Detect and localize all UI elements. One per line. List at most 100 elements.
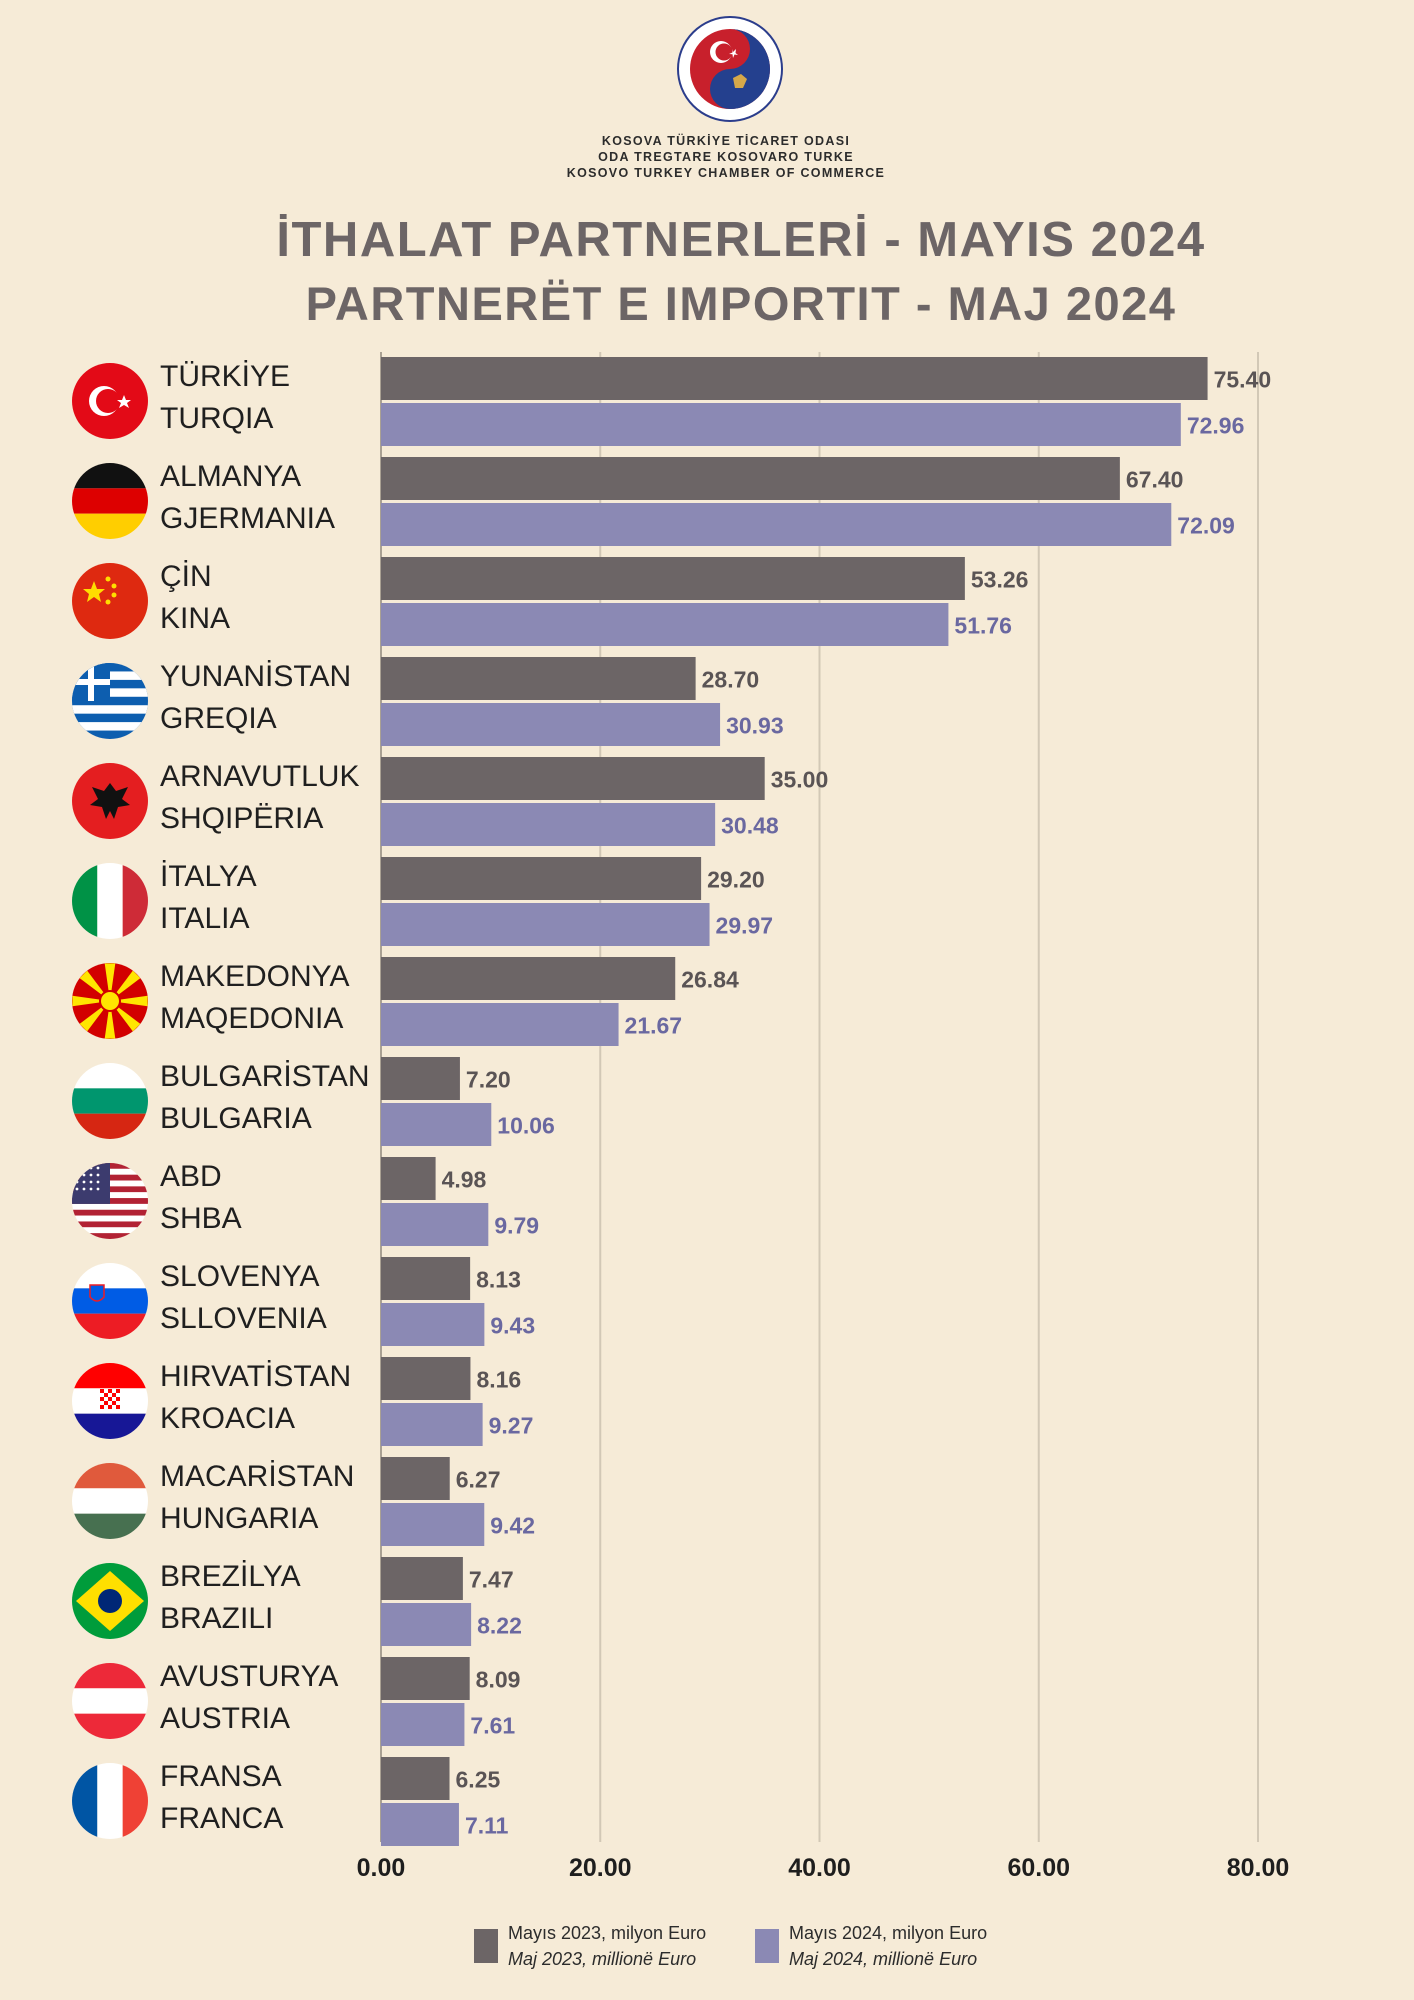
category-label-albanian: SHBA <box>160 1202 242 1235</box>
category-label-albanian: SLLOVENIA <box>160 1302 327 1335</box>
bar-2023 <box>381 1557 463 1600</box>
data-label-2024: 9.43 <box>490 1313 535 1339</box>
data-label-2023: 29.20 <box>707 867 765 893</box>
albania-flag-icon <box>72 763 148 839</box>
data-label-2023: 8.16 <box>476 1367 521 1393</box>
bar-2023 <box>381 1257 471 1300</box>
italy-flag-icon <box>72 863 148 939</box>
data-label-2023: 6.25 <box>456 1767 501 1793</box>
category-label-albanian: AUSTRIA <box>160 1702 290 1735</box>
x-tick-label: 80.00 <box>1227 1854 1290 1882</box>
legend-swatch-2024 <box>755 1929 779 1963</box>
chamber-name-line-1: KOSOVA TÜRKİYE TİCARET ODASI <box>601 134 851 148</box>
data-label-2024: 7.11 <box>465 1813 509 1839</box>
data-label-2023: 4.98 <box>442 1167 487 1193</box>
data-label-2023: 75.40 <box>1214 367 1272 393</box>
category-label-turkish: BULGARİSTAN <box>160 1060 370 1093</box>
bar-2024 <box>381 1703 465 1746</box>
brazil-flag-icon <box>72 1563 148 1639</box>
category-label-turkish: ABD <box>160 1160 222 1193</box>
category-label-albanian: GJERMANIA <box>160 502 335 535</box>
legend-2024: Mayıs 2024, milyon Euro Maj 2024, millio… <box>755 1920 987 1972</box>
data-label-2023: 8.13 <box>476 1267 521 1293</box>
bar-2023 <box>381 1457 450 1500</box>
bar-2023 <box>381 1657 470 1700</box>
bar-2024 <box>381 603 949 646</box>
category-label-turkish: ÇİN <box>160 560 212 593</box>
data-label-2024: 8.22 <box>477 1613 522 1639</box>
data-label-2023: 53.26 <box>971 567 1029 593</box>
bar-2024 <box>381 703 721 746</box>
turkey-flag-icon <box>72 363 148 439</box>
data-label-2023: 67.40 <box>1126 467 1184 493</box>
bar-2024 <box>381 503 1172 546</box>
bar-2023 <box>381 657 696 700</box>
legend-2023: Mayıs 2023, milyon Euro Maj 2023, millio… <box>474 1920 706 1972</box>
bar-2024 <box>381 1203 489 1246</box>
legend-label-2024-albanian: Maj 2024, millionë Euro <box>789 1949 978 1969</box>
bar-2024 <box>381 803 716 846</box>
bar-2024 <box>381 1503 485 1546</box>
bar-2024 <box>381 1603 472 1646</box>
bar-2023 <box>381 1357 471 1400</box>
category-label-albanian: BULGARIA <box>160 1102 312 1135</box>
category-label-turkish: HIRVATİSTAN <box>160 1360 351 1393</box>
data-label-2023: 7.47 <box>469 1567 514 1593</box>
category-label-turkish: ARNAVUTLUK <box>160 760 359 793</box>
chamber-logo <box>677 16 783 122</box>
data-label-2024: 51.76 <box>954 613 1012 639</box>
bar-2024 <box>381 1803 459 1846</box>
bar-2024 <box>381 1403 483 1446</box>
chart-title-turkish: İTHALAT PARTNERLERİ - MAYIS 2024 <box>276 213 1206 267</box>
bar-2023 <box>381 557 965 600</box>
x-tick-label: 60.00 <box>1007 1854 1070 1882</box>
chart-title-albanian: PARTNERËT E IMPORTIT - MAJ 2024 <box>305 277 1177 330</box>
chamber-name-line-2: ODA TREGTARE KOSOVARO TURKE <box>598 150 854 164</box>
data-label-2023: 28.70 <box>702 667 760 693</box>
bar-2023 <box>381 357 1208 400</box>
data-label-2024: 72.09 <box>1177 513 1235 539</box>
germany-flag-icon <box>72 463 148 539</box>
legend-label-2023: Mayıs 2023, milyon Euro <box>508 1923 707 1943</box>
slovenia-flag-icon <box>72 1263 148 1339</box>
category-label-turkish: AVUSTURYA <box>160 1660 338 1693</box>
legend-label-2023-albanian: Maj 2023, millionë Euro <box>508 1949 697 1969</box>
x-tick-label: 40.00 <box>788 1854 851 1882</box>
data-label-2023: 35.00 <box>771 767 829 793</box>
data-label-2023: 8.09 <box>476 1667 521 1693</box>
category-label-turkish: İTALYA <box>160 860 257 893</box>
data-label-2024: 10.06 <box>497 1113 555 1139</box>
category-label-turkish: MAKEDONYA <box>160 960 349 993</box>
france-flag-icon <box>72 1763 148 1839</box>
bar-2024 <box>381 1003 619 1046</box>
data-label-2023: 7.20 <box>466 1067 511 1093</box>
category-label-albanian: KINA <box>160 602 230 635</box>
category-label-turkish: BREZİLYA <box>160 1560 301 1593</box>
x-tick-label: 0.00 <box>357 1854 406 1882</box>
data-label-2023: 26.84 <box>681 967 739 993</box>
data-label-2024: 30.48 <box>721 813 779 839</box>
x-tick-label: 20.00 <box>569 1854 632 1882</box>
category-label-albanian: FRANCA <box>160 1802 283 1835</box>
category-label-albanian: TURQIA <box>160 402 273 435</box>
category-label-albanian: SHQIPËRIA <box>160 802 323 835</box>
bar-2023 <box>381 457 1120 500</box>
hungary-flag-icon <box>72 1463 148 1539</box>
category-label-albanian: GREQIA <box>160 702 277 735</box>
category-label-albanian: KROACIA <box>160 1402 295 1435</box>
category-label-turkish: YUNANİSTAN <box>160 660 351 693</box>
category-label-turkish: FRANSA <box>160 1760 282 1793</box>
category-label-albanian: ITALIA <box>160 902 249 935</box>
bar-2024 <box>381 1103 492 1146</box>
bar-2024 <box>381 1303 485 1346</box>
data-label-2024: 9.27 <box>489 1413 534 1439</box>
data-label-2024: 9.42 <box>490 1513 535 1539</box>
china-flag-icon <box>72 563 148 639</box>
bar-2023 <box>381 757 765 800</box>
category-label-turkish: SLOVENYA <box>160 1260 320 1293</box>
greece-flag-icon <box>72 663 148 739</box>
category-label-albanian: BRAZILI <box>160 1602 273 1635</box>
category-label-albanian: MAQEDONIA <box>160 1002 343 1035</box>
category-label-turkish: TÜRKİYE <box>160 360 290 393</box>
